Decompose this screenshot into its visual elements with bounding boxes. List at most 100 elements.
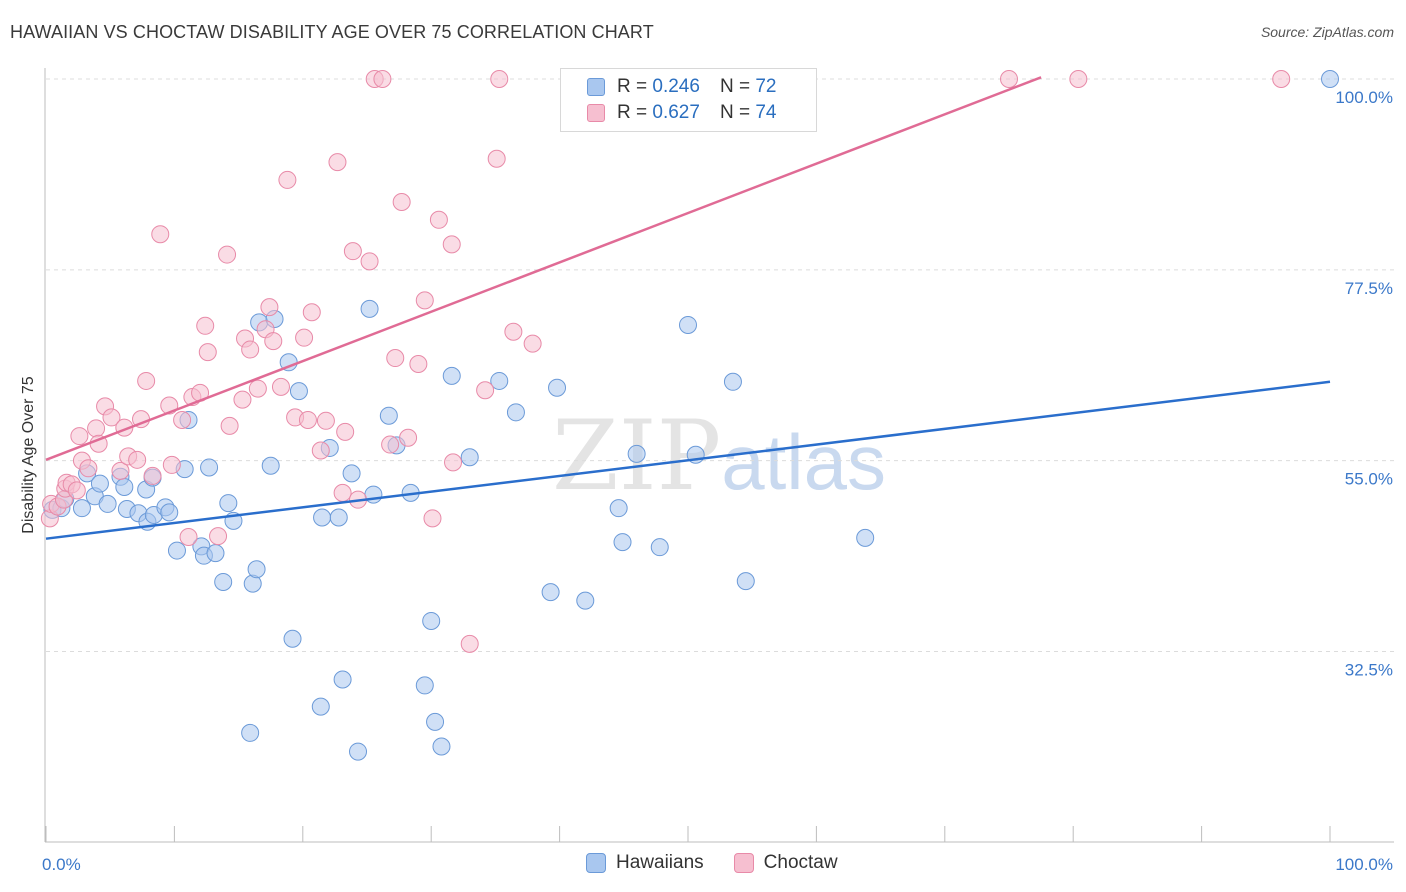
choctaw-point — [1272, 70, 1291, 88]
trend-lines — [45, 76, 1331, 540]
correlation-legend: R = 0.246 N = 72 R = 0.627 N = 74 — [560, 68, 817, 132]
series-legend: Hawaiians Choctaw — [586, 852, 868, 874]
hawaiians-point — [379, 406, 398, 425]
hawaiians-trend-line — [45, 380, 1331, 540]
legend-r-value: 0.627 — [652, 102, 700, 123]
choctaw-point — [360, 252, 379, 271]
choctaw-point — [392, 192, 411, 211]
series-legend-choctaw[interactable]: Choctaw — [733, 852, 838, 874]
legend-n-label: N = — [719, 102, 751, 123]
hawaiians-point — [422, 611, 441, 630]
choctaw-point — [1069, 70, 1088, 88]
choctaw-point — [143, 466, 162, 485]
hawaiians-point — [261, 456, 280, 475]
y-tick-label: 100.0% — [1335, 88, 1393, 107]
choctaw-point — [79, 459, 98, 478]
legend-swatch-hawaiians — [587, 78, 605, 96]
choctaw-trend-line — [45, 76, 1042, 461]
choctaw-point — [137, 371, 156, 390]
y-tick-label: 55.0% — [1345, 470, 1393, 489]
hawaiians-point — [576, 591, 595, 610]
choctaw-point — [302, 303, 321, 322]
hawaiians-point — [90, 474, 109, 493]
choctaw-point — [460, 634, 479, 653]
hawaiians-point — [115, 477, 134, 496]
hawaiians-point — [1321, 70, 1339, 88]
watermark: ZIPatlas — [552, 400, 886, 512]
hawaiians-point — [214, 572, 233, 591]
series-swatch-hawaiians — [586, 853, 606, 873]
hawaiians-point — [426, 712, 445, 731]
choctaw-point — [151, 225, 170, 244]
hawaiians-point — [548, 378, 567, 397]
hawaiians-point — [349, 742, 368, 761]
choctaw-point — [196, 316, 215, 335]
legend-n-value: 72 — [755, 76, 777, 97]
choctaw-point — [333, 483, 352, 502]
hawaiians-point — [283, 629, 302, 648]
choctaw-point — [278, 170, 297, 189]
hawaiians-point — [206, 544, 225, 563]
legend-row-hawaiians: R = 0.246 N = 72 — [587, 76, 776, 98]
choctaw-point — [429, 210, 448, 229]
hawaiians-point — [333, 670, 352, 689]
hawaiians-point — [609, 499, 628, 518]
y-axis-label: Disability Age Over 75 — [20, 376, 37, 534]
choctaw-point — [316, 411, 335, 430]
choctaw-point — [381, 435, 400, 454]
series-legend-hawaiians[interactable]: Hawaiians — [586, 852, 704, 874]
hawaiians-point — [329, 508, 348, 527]
choctaw-point — [241, 340, 260, 359]
choctaw-point — [102, 408, 121, 427]
series-swatch-choctaw — [733, 853, 754, 873]
choctaw-point — [328, 153, 347, 172]
choctaw-point — [128, 450, 147, 469]
choctaw-point — [218, 245, 237, 264]
choctaw-point — [295, 328, 314, 347]
hawaiians-point — [360, 299, 379, 318]
hawaiians-point — [167, 541, 186, 560]
choctaw-point — [1000, 70, 1018, 88]
y-tick-label: 32.5% — [1345, 661, 1393, 680]
hawaiians-point — [541, 583, 560, 602]
hawaiians-point — [98, 494, 117, 513]
choctaw-point — [209, 527, 228, 546]
hawaiians-point — [723, 372, 742, 391]
hawaiians-point — [650, 538, 669, 557]
series-label-choctaw: Choctaw — [763, 852, 838, 873]
gridlines — [46, 78, 1394, 652]
source-credit: Source: ZipAtlas.com — [1260, 24, 1394, 40]
choctaw-point — [442, 235, 461, 254]
hawaiians-point — [506, 403, 525, 422]
hawaiians-point — [311, 697, 330, 716]
legend-r-label: R = — [617, 76, 648, 97]
hawaiians-point — [160, 503, 179, 522]
choctaw-point — [173, 410, 192, 429]
choctaw-point — [373, 70, 392, 88]
data-points — [40, 70, 1339, 761]
choctaw-point — [311, 441, 330, 460]
choctaw-point — [476, 381, 495, 400]
choctaw-point — [487, 149, 506, 168]
series-label-hawaiians: Hawaiians — [616, 852, 704, 873]
hawaiians-point — [627, 444, 646, 463]
choctaw-point — [415, 291, 434, 310]
axis-labels: 100.0% 77.5% 55.0% 32.5% 0.0% 100.0% Disabilit… — [20, 88, 1393, 874]
choctaw-point — [336, 422, 355, 441]
legend-r-value: 0.246 — [652, 76, 700, 97]
chart-title: HAWAIIAN VS CHOCTAW DISABILITY AGE OVER … — [10, 22, 654, 42]
choctaw-point — [87, 419, 106, 438]
choctaw-point — [490, 70, 509, 88]
choctaw-point — [179, 528, 198, 546]
hawaiians-point — [247, 560, 266, 579]
choctaw-point — [162, 455, 181, 474]
legend-r-label: R = — [617, 102, 648, 123]
hawaiians-point — [432, 737, 451, 756]
hawaiians-point — [342, 464, 361, 483]
hawaiians-point — [736, 572, 755, 591]
hawaiians-point — [289, 382, 308, 401]
x-tick-label: 100.0% — [1335, 855, 1393, 874]
hawaiians-point — [856, 528, 875, 547]
choctaw-point — [343, 242, 362, 261]
